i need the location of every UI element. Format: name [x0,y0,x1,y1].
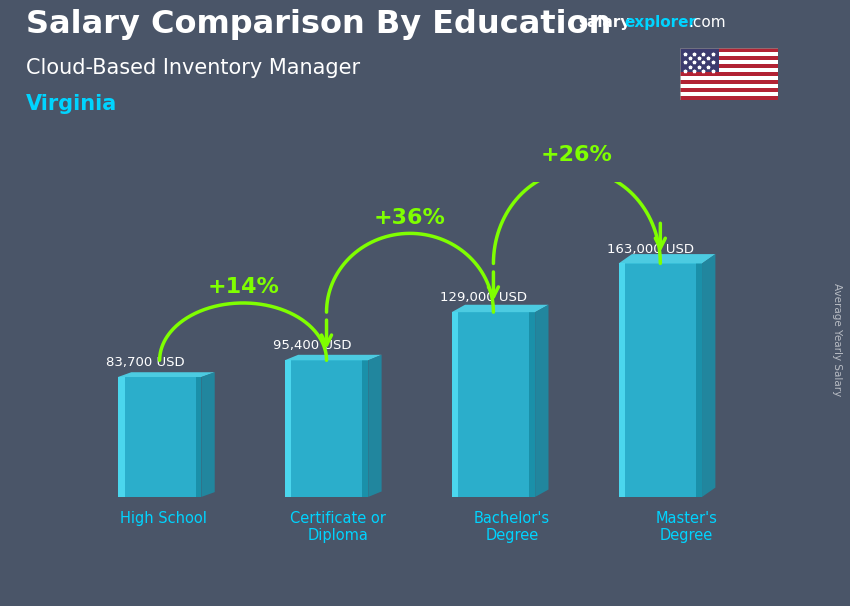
Text: Bachelor's
Degree: Bachelor's Degree [474,510,550,543]
Bar [680,68,778,72]
Bar [196,377,201,497]
Text: +36%: +36% [374,208,446,228]
Bar [680,96,778,100]
Text: +26%: +26% [541,145,613,165]
Text: salary: salary [578,15,631,30]
Bar [696,264,702,497]
Text: 163,000 USD: 163,000 USD [607,242,694,256]
Text: 129,000 USD: 129,000 USD [440,291,527,304]
Text: Virginia: Virginia [26,94,116,114]
Polygon shape [368,355,382,497]
Text: Average Yearly Salary: Average Yearly Salary [832,283,842,396]
Text: explorer: explorer [625,15,697,30]
Polygon shape [118,372,215,377]
Bar [680,48,778,53]
Bar [530,312,536,497]
Polygon shape [619,254,716,264]
Bar [451,312,536,497]
Bar [451,312,458,497]
Bar [680,53,778,56]
Bar [118,377,201,497]
Bar [680,56,778,61]
Bar [680,88,778,92]
Text: .com: .com [688,15,726,30]
Text: Salary Comparison By Education: Salary Comparison By Education [26,9,611,40]
Bar [619,264,626,497]
Polygon shape [536,305,548,497]
Text: Cloud-Based Inventory Manager: Cloud-Based Inventory Manager [26,58,360,78]
Text: Certificate or
Diploma: Certificate or Diploma [290,510,386,543]
Bar [362,361,368,497]
Polygon shape [451,305,548,312]
Polygon shape [201,372,215,497]
Bar [680,92,778,96]
Bar [680,48,719,72]
Polygon shape [702,254,716,497]
Bar [680,64,778,68]
Bar [680,80,778,84]
Bar [680,72,778,76]
Text: 95,400 USD: 95,400 USD [273,339,352,353]
Text: 83,700 USD: 83,700 USD [106,356,184,369]
Text: High School: High School [121,510,207,525]
Text: +14%: +14% [207,278,279,298]
Bar [619,264,702,497]
Bar [118,377,125,497]
Bar [680,76,778,80]
Polygon shape [285,355,382,361]
Text: Master's
Degree: Master's Degree [655,510,717,543]
Bar [285,361,292,497]
Bar [285,361,368,497]
Bar [680,84,778,88]
Bar [680,61,778,64]
